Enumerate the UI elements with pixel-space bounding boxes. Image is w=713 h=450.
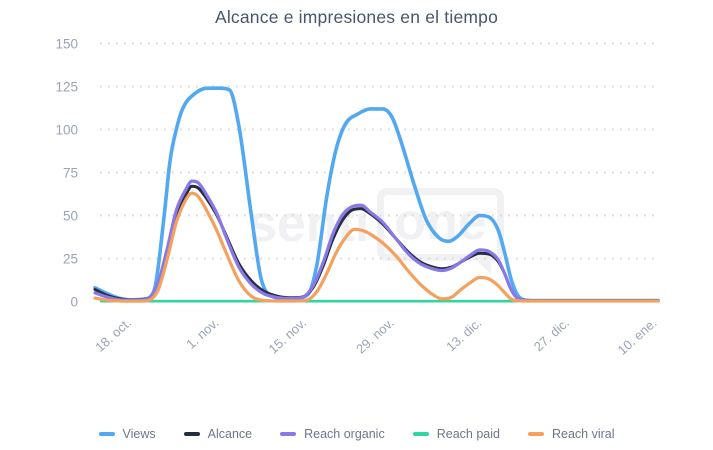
x-axis-tick-label: 15. nov. <box>266 315 310 356</box>
legend-label-reach-paid: Reach paid <box>436 427 500 441</box>
chart-legend: Views Alcance Reach organic Reach paid Reach… <box>0 427 713 441</box>
legend-marker-reach-viral <box>527 432 544 436</box>
chart-title: Alcance e impresiones en el tiempo <box>214 7 499 27</box>
chart-canvas: 0 25 50 75 100 125 150 18. oct. 1. nov. 15. nov. 2… <box>55 37 660 358</box>
series-line-reach-organic[interactable] <box>93 179 660 303</box>
y-axis-tick-label: 50 <box>63 209 78 224</box>
legend-item-reach-viral[interactable]: Reach viral <box>527 427 615 441</box>
series-line-views[interactable] <box>93 86 660 303</box>
y-axis-tick-label: 25 <box>63 252 78 267</box>
x-axis-tick-label: 10. ene. <box>615 315 660 358</box>
legend-label-reach-organic: Reach organic <box>304 427 385 441</box>
legend-marker-alcance <box>183 432 200 436</box>
y-axis-tick-label: 125 <box>55 80 78 95</box>
legend-label-views: Views <box>122 427 156 441</box>
y-axis-tick-label: 150 <box>55 37 78 52</box>
y-axis-tick-label: 0 <box>70 295 78 310</box>
watermark-text: senti <box>248 195 370 254</box>
x-axis-tick-label: 13. dic. <box>443 315 484 354</box>
y-axis-tick-label: 100 <box>55 123 78 138</box>
legend-item-reach-paid[interactable]: Reach paid <box>412 427 500 441</box>
x-axis-tick-label: 18. oct. <box>92 315 134 355</box>
legend-marker-views <box>98 432 115 436</box>
legend-label-alcance: Alcance <box>207 427 253 441</box>
y-axis-tick-label: 75 <box>63 166 78 181</box>
legend-marker-reach-organic <box>280 432 297 436</box>
legend-item-views[interactable]: Views <box>98 427 156 441</box>
x-axis-tick-label: 1. nov. <box>183 315 221 352</box>
legend-item-reach-organic[interactable]: Reach organic <box>280 427 385 441</box>
legend-item-alcance[interactable]: Alcance <box>183 427 253 441</box>
x-axis-tick-label: 29. nov. <box>353 315 397 356</box>
x-axis-tick-label: 27. dic. <box>531 315 572 354</box>
series-line-reach-viral[interactable] <box>93 191 660 303</box>
legend-label-reach-viral: Reach viral <box>551 427 615 441</box>
legend-marker-reach-paid <box>412 432 429 436</box>
